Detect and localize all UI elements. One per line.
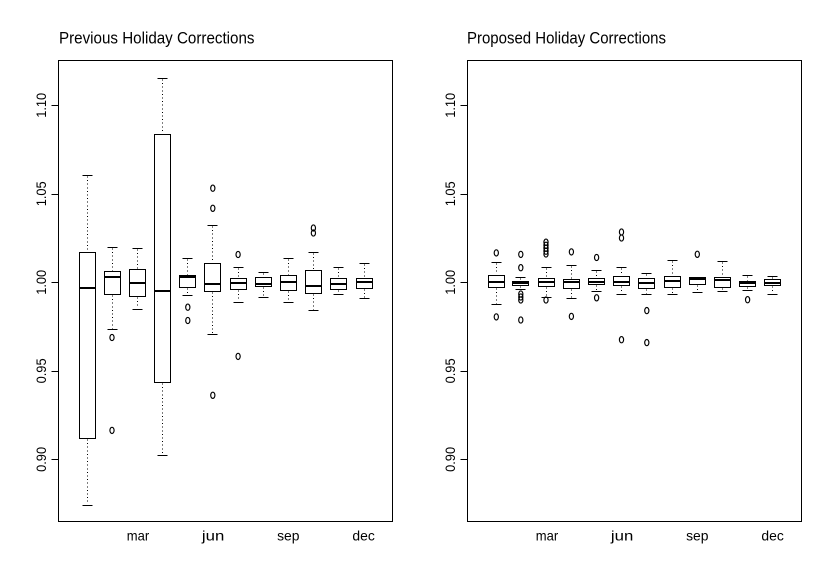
svg-text:mar: mar bbox=[127, 527, 150, 543]
svg-text:dec: dec bbox=[352, 527, 374, 543]
svg-text:0.90: 0.90 bbox=[33, 447, 49, 472]
svg-text:sep: sep bbox=[277, 527, 300, 543]
svg-text:1.10: 1.10 bbox=[442, 93, 458, 118]
svg-text:jun: jun bbox=[201, 527, 225, 543]
svg-text:0.95: 0.95 bbox=[442, 358, 458, 383]
svg-text:0.95: 0.95 bbox=[33, 358, 49, 383]
svg-text:Proposed Holiday Corrections: Proposed Holiday Corrections bbox=[467, 28, 666, 47]
svg-text:1.00: 1.00 bbox=[33, 270, 49, 295]
svg-text:jun: jun bbox=[610, 527, 634, 543]
svg-text:mar: mar bbox=[536, 527, 559, 543]
svg-text:Previous Holiday Corrections: Previous Holiday Corrections bbox=[59, 28, 255, 47]
svg-text:1.10: 1.10 bbox=[33, 93, 49, 118]
svg-text:0.90: 0.90 bbox=[442, 447, 458, 472]
svg-text:1.05: 1.05 bbox=[33, 181, 49, 206]
svg-text:1.00: 1.00 bbox=[442, 270, 458, 295]
svg-text:1.05: 1.05 bbox=[442, 181, 458, 206]
svg-text:dec: dec bbox=[761, 527, 783, 543]
svg-text:sep: sep bbox=[686, 527, 709, 543]
